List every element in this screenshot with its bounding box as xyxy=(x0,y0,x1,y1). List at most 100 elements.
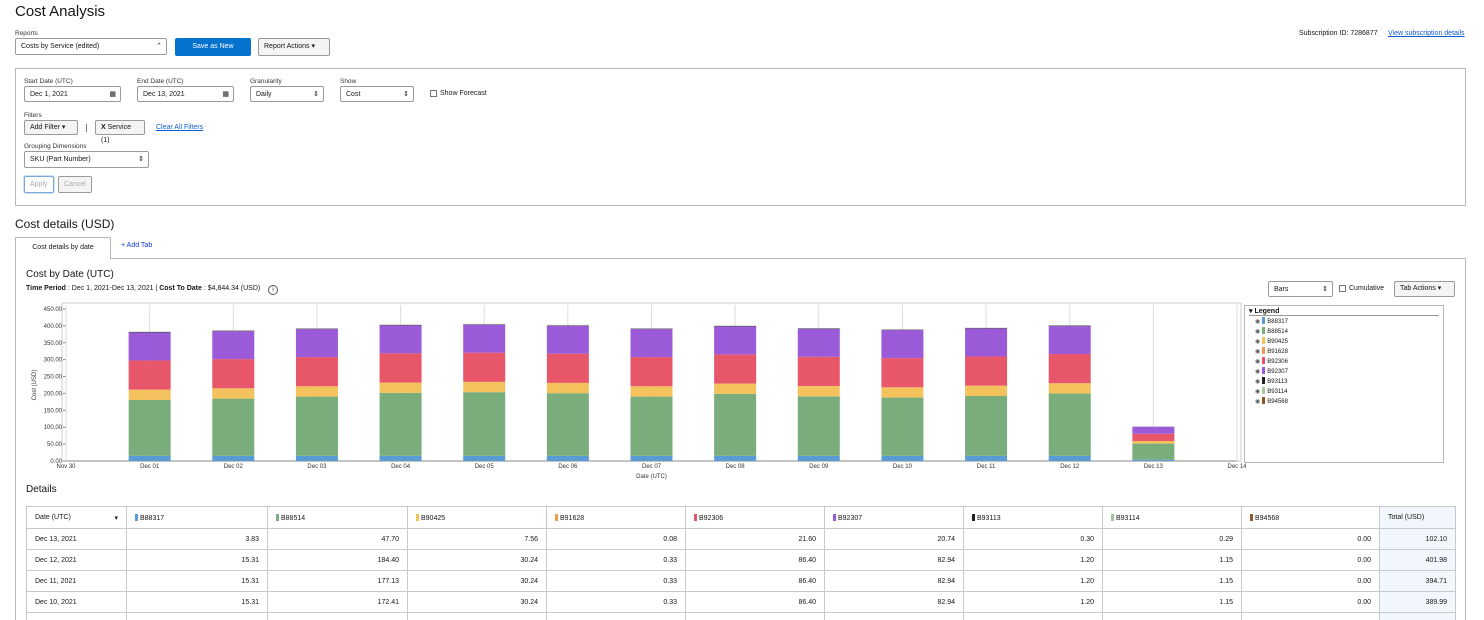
y-tick-label: 400.00 xyxy=(44,324,63,330)
bar-segment xyxy=(630,455,673,461)
bar-segment xyxy=(714,354,757,384)
forecast-checkbox[interactable] xyxy=(430,90,437,97)
granularity-select[interactable]: Daily ⇕ xyxy=(250,86,324,102)
tab-actions-button[interactable]: Tab Actions ▾ xyxy=(1394,281,1455,297)
x-tick-label: Dec 09 xyxy=(809,464,829,470)
header-swatch xyxy=(555,513,558,521)
bar-segment xyxy=(965,455,1008,461)
table-cell: Dec 9, 2021 xyxy=(26,612,127,620)
view-select[interactable]: Bars ⇕ xyxy=(1268,281,1333,297)
column-header: B93114 xyxy=(1102,506,1242,529)
legend-item[interactable]: ◉ B94568 xyxy=(1255,397,1443,407)
legend-item[interactable]: ◉ B90425 xyxy=(1255,337,1443,347)
table-cell: 176.25 xyxy=(267,612,408,620)
bar-segment xyxy=(379,353,422,383)
legend-item[interactable]: ◉ B91628 xyxy=(1255,347,1443,357)
table-cell: 86.40 xyxy=(685,570,825,592)
service-filter-chip[interactable]: X Service (1) xyxy=(95,120,145,144)
bar-segment xyxy=(1048,383,1091,394)
legend-item[interactable]: ◉ B88514 xyxy=(1255,327,1443,337)
bar-segment xyxy=(379,382,422,393)
eye-icon: ◉ xyxy=(1255,359,1261,365)
header-swatch xyxy=(833,513,836,521)
header-swatch xyxy=(972,513,975,521)
x-tick-label: Nov 30 xyxy=(56,464,76,470)
legend-title: ▾ Legend xyxy=(1249,307,1439,316)
legend-item[interactable]: ◉ B93113 xyxy=(1255,377,1443,387)
table-cell: 0.30 xyxy=(963,528,1103,550)
x-tick-label: Dec 02 xyxy=(224,464,244,470)
cost-to-date-value: : $4,844.34 (USD) xyxy=(201,285,261,292)
table-row: Dec 11, 2021 15.31 177.13 30.24 0.33 86.40 82.… xyxy=(26,570,1456,592)
save-report-button[interactable]: Save as New Report xyxy=(175,38,251,65)
bar-segment xyxy=(714,383,757,394)
filter-panel xyxy=(15,68,1466,206)
table-row: Dec 9, 202115.31176.2530.240.3386.4082.9… xyxy=(26,612,1456,620)
details-title: Cost details (USD) xyxy=(15,217,115,231)
table-cell: 30.24 xyxy=(407,612,547,620)
table-cell: Dec 11, 2021 xyxy=(26,570,127,592)
report-actions-button[interactable]: Report Actions ▾ xyxy=(258,38,330,56)
details-label: Details xyxy=(26,484,57,495)
select-arrow: ⇕ xyxy=(138,156,144,163)
start-date-text: Dec 1, 2021 xyxy=(30,91,68,98)
remove-filter[interactable]: X xyxy=(101,124,106,131)
legend-swatch xyxy=(1262,317,1266,324)
legend-item[interactable]: ◉ B93114 xyxy=(1255,387,1443,397)
report-select[interactable]: Costs by Service (edited) ⌃ xyxy=(15,38,167,55)
apply-button[interactable]: Apply xyxy=(24,176,54,193)
cumulative-checkbox[interactable] xyxy=(1339,285,1346,292)
table-cell: 0.33 xyxy=(546,612,686,620)
bar-segment xyxy=(1048,354,1091,384)
subscription-link[interactable]: View subscription details xyxy=(1388,30,1465,37)
grouping-select[interactable]: SKU (Part Number) ⇕ xyxy=(24,151,149,168)
add-tab[interactable]: + Add Tab xyxy=(121,242,153,249)
column-header: B88317 xyxy=(126,506,268,529)
eye-icon: ◉ xyxy=(1255,319,1261,325)
y-tick-label: 0.00 xyxy=(50,459,62,465)
x-tick-label: Dec 03 xyxy=(307,464,327,470)
table-cell: 7.56 xyxy=(407,528,547,550)
bar-segment xyxy=(379,455,422,461)
table-cell: 86.40 xyxy=(685,549,825,571)
view-text: Bars xyxy=(1274,286,1289,293)
chart-title: Cost by Date (UTC) xyxy=(26,269,114,280)
column-header-text: Date (UTC) xyxy=(35,513,71,521)
active-tab[interactable]: Cost details by date xyxy=(15,237,111,259)
table-cell: 389.99 xyxy=(1379,591,1456,613)
bar-segment xyxy=(881,358,924,388)
bar-segment xyxy=(295,396,338,456)
cancel-button[interactable]: Cancel xyxy=(58,176,92,193)
table-row: Dec 13, 2021 3.83 47.70 7.56 0.08 21.60 20.74 0… xyxy=(26,528,1456,550)
column-header-text: B88514 xyxy=(281,514,306,522)
eye-icon: ◉ xyxy=(1255,389,1261,395)
legend-swatch xyxy=(1262,357,1266,364)
table-cell: 1.20 xyxy=(963,549,1103,571)
start-date-label: Start Date (UTC) xyxy=(24,78,73,85)
start-date-input[interactable]: Dec 1, 2021 ▦ xyxy=(24,86,121,102)
legend-item[interactable]: ◉ B88317 xyxy=(1255,317,1443,327)
add-filter-button[interactable]: Add Filter ▾ xyxy=(24,120,78,135)
header-swatch xyxy=(135,513,138,521)
column-header[interactable]: Date (UTC) ▾ xyxy=(26,506,127,529)
cumulative-label: Cumulative xyxy=(1349,285,1385,292)
column-header: B91628 xyxy=(546,506,686,529)
show-select[interactable]: Cost ⇕ xyxy=(340,86,414,102)
legend-label: B91628 xyxy=(1267,349,1288,355)
table-cell: 82.94 xyxy=(824,612,964,620)
table-row: Dec 10, 2021 15.31 172.41 30.24 0.33 86.40 82.… xyxy=(26,591,1456,613)
legend-label: B90425 xyxy=(1267,339,1288,345)
table-cell: 21.60 xyxy=(685,528,825,550)
end-date-input[interactable]: Dec 13, 2021 ▦ xyxy=(137,86,234,102)
clear-filters-link[interactable]: Clear All Filters xyxy=(156,124,204,131)
bar-segment xyxy=(881,397,924,456)
legend-item[interactable]: ◉ B92306 xyxy=(1255,357,1443,367)
y-tick-label: 350.00 xyxy=(44,341,63,347)
end-date-text: Dec 13, 2021 xyxy=(143,91,185,98)
legend-item[interactable]: ◉ B92307 xyxy=(1255,367,1443,377)
bar-segment xyxy=(1132,441,1175,444)
y-tick-label: 150.00 xyxy=(44,408,63,414)
bar-segment xyxy=(797,328,840,357)
header-swatch xyxy=(694,513,697,521)
info-icon[interactable]: i xyxy=(268,285,278,295)
